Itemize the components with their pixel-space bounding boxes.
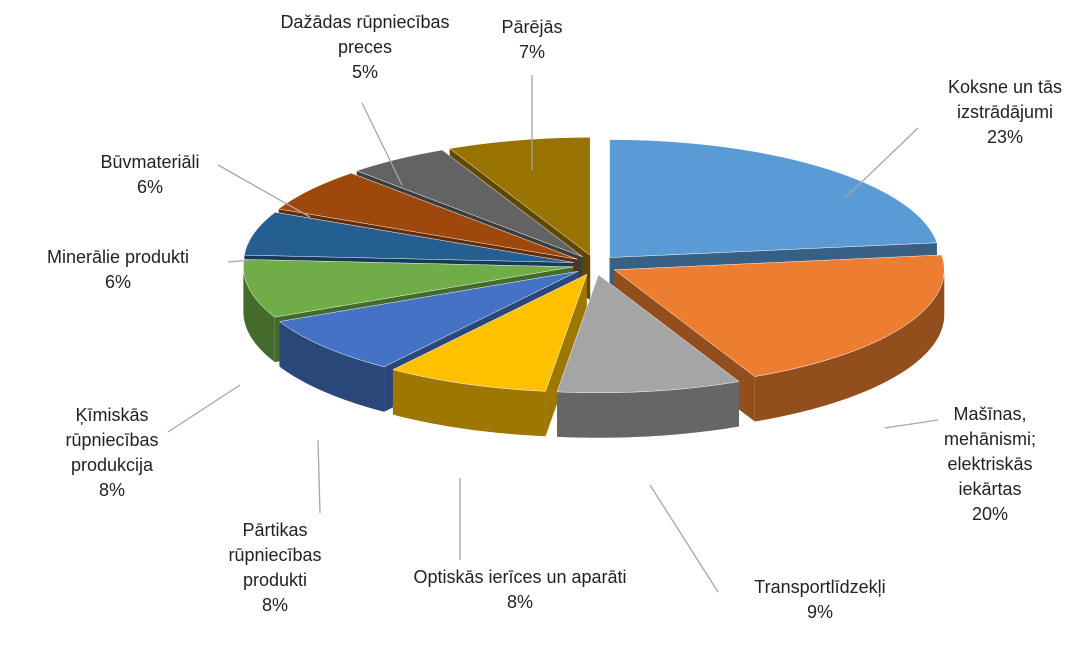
value-label: 5%: [351, 62, 378, 82]
data-label: Pārējās 7%: [472, 15, 592, 65]
data-label: Ķīmiskās rūpniecības produkcija 8%: [37, 403, 187, 503]
value-label: 23%: [986, 127, 1024, 147]
slice: [243, 259, 574, 318]
data-label: Minerālie produkti 6%: [0, 245, 238, 295]
leader-line: [167, 384, 241, 433]
category-name: Koksne un tās izstrādājumi: [947, 77, 1063, 122]
category-name: Pārtikas rūpniecības produkti: [228, 520, 322, 590]
slice: [609, 139, 938, 258]
value-label: 7%: [518, 42, 545, 62]
value-label: 8%: [261, 595, 288, 615]
slice: [449, 137, 591, 256]
data-label: Mašīnas, mehānismi; elektriskās iekārtas…: [930, 402, 1050, 527]
value-label: 9%: [806, 602, 833, 622]
data-label: Optiskās ierīces un aparāti 8%: [405, 565, 635, 615]
category-name: Minerālie produkti: [46, 247, 190, 267]
slice: [355, 149, 583, 258]
category-name: Transportlīdzekļi: [754, 577, 886, 597]
data-label: Koksne un tās izstrādājumi 23%: [920, 75, 1074, 150]
slice-side: [392, 369, 546, 437]
leader-line: [844, 127, 919, 199]
leader-line: [217, 164, 311, 218]
slice: [277, 172, 578, 260]
leader-line: [884, 419, 939, 429]
slice-side: [754, 269, 945, 422]
slice-side: [243, 266, 275, 363]
category-name: Mašīnas, mehānismi; elektriskās iekārtas: [943, 404, 1037, 499]
value-label: 8%: [506, 592, 533, 612]
category-name: Ķīmiskās rūpniecības produkcija: [65, 405, 159, 475]
value-label: 20%: [971, 504, 1009, 524]
data-label: Pārtikas rūpniecības produkti 8%: [200, 518, 350, 618]
slice-side: [279, 321, 385, 412]
slice: [278, 271, 579, 368]
data-label: Dažādas rūpniecības preces 5%: [260, 10, 470, 85]
slice: [556, 274, 740, 394]
slice-side: [557, 381, 739, 438]
category-name: Pārējās: [501, 17, 563, 37]
leader-line: [361, 102, 403, 186]
slice: [244, 212, 574, 263]
category-name: Optiskās ierīces un aparāti: [413, 567, 627, 587]
data-label: Transportlīdzekļi 9%: [720, 575, 920, 625]
value-label: 8%: [98, 480, 125, 500]
leader-line: [227, 259, 253, 263]
category-name: Dažādas rūpniecības preces: [280, 12, 450, 57]
category-name: Būvmateriāli: [100, 152, 200, 172]
data-label: Būvmateriāli 6%: [65, 150, 235, 200]
slice: [613, 254, 945, 377]
value-label: 6%: [104, 272, 131, 292]
value-label: 6%: [136, 177, 163, 197]
slice: [392, 273, 588, 392]
leader-line: [649, 484, 719, 593]
leader-line: [317, 439, 321, 514]
